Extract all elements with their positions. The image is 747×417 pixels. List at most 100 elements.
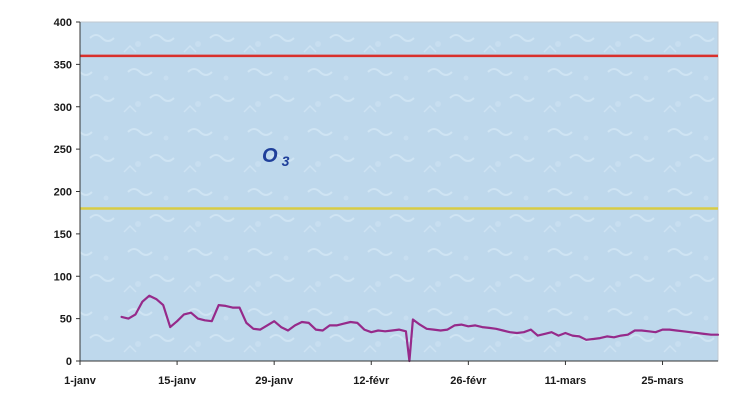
series-layer [120,294,720,363]
ozone-data-point [640,329,643,332]
ozone-data-point [335,324,338,327]
ozone-data-point [349,321,352,323]
ozone-data-point [252,328,255,330]
x-tick-label: 1-janv [64,375,97,387]
ozone-data-point [155,298,158,300]
x-tick-label: 26-févr [450,375,487,387]
x-tick-label: 25-mars [641,375,683,387]
ozone-data-point [120,316,123,318]
ozone-data-point [308,322,310,324]
ozone-data-point [425,328,428,330]
ozone-data-point [509,331,511,334]
ozone-data-point [689,331,692,334]
ozone-data-point [502,329,504,332]
ozone-data-point [224,305,227,307]
ozone-data-point [321,329,324,332]
ozone-data-point [259,328,262,331]
x-axis: 1-janv 15-janv 29-janv 12-févr 26-févr 11-mar… [64,361,684,387]
ozone-data-point [377,329,380,332]
ozone-data-point [162,304,164,306]
ozone-data-point [328,324,331,327]
y-tick-label: 100 [54,271,72,283]
ozone-data-point [176,320,178,323]
ozone-data-point [169,326,171,328]
y-tick-label: 350 [54,59,72,71]
ozone-data-point [536,334,539,337]
ozone-data-point [363,328,366,331]
ozone-data-point [488,327,491,329]
ozone-label-main: O [262,145,278,167]
ozone-label-sub: 3 [282,153,290,169]
ozone-data-point [634,329,636,332]
y-axis: 0 50 100 150 200 250 300 350 400 [54,17,80,368]
ozone-data-point [315,328,317,331]
ozone-data-point [585,339,587,341]
x-tick-label: 11-mars [545,375,587,387]
ozone-data-point [238,306,241,309]
ozone-data-point [467,325,470,328]
ozone-data-point [606,335,608,338]
ozone-data-point [627,333,629,336]
ozone-data-point [197,317,199,320]
ozone-data-point [571,334,574,337]
ozone-data-point [620,334,622,337]
ozone-data-point [134,313,137,316]
ozone-data-point [231,306,234,309]
ozone-data-point [446,328,449,331]
ozone-data-point [474,324,477,327]
ozone-data-point [217,304,220,306]
ozone-data-point [599,337,601,339]
y-tick-label: 0 [66,356,72,368]
ozone-data-point [190,311,192,314]
ozone-data-point [183,313,185,316]
ozone-data-point [654,331,657,334]
ozone-data-point [127,317,130,320]
ozone-data-point [342,322,345,325]
ozone-data-point [370,331,373,334]
ozone-data-point [141,300,144,303]
ozone-data-point [148,294,151,297]
y-tick-label: 400 [54,17,72,29]
ozone-data-point [391,329,393,332]
ozone-data-point [592,338,594,340]
ozone-data-point [578,335,581,338]
ozone-data-point [301,321,303,323]
ozone-data-point [419,323,421,326]
ozone-data-point [273,320,276,323]
ozone-data-point [550,331,553,334]
ozone-data-point [294,324,296,327]
ozone-data-point [710,333,712,336]
ozone-data-point [682,330,685,333]
reference-lines [80,54,718,210]
ozone-series-line [120,294,720,363]
ozone-data-point [675,329,678,332]
y-tick-label: 250 [54,144,72,156]
ozone-data-point [432,328,435,331]
ozone-data-point [405,330,407,333]
y-tick-label: 300 [54,102,72,114]
x-tick-label: 12-févr [353,375,390,387]
ozone-data-point [412,318,414,321]
ozone-data-point [661,328,664,331]
x-tick-label: 29-janv [255,375,294,387]
ozone-data-point [398,328,400,331]
ozone-data-point [516,332,518,334]
ozone-data-point [543,333,546,335]
ozone-data-point [384,330,386,333]
y-tick-label: 200 [54,187,72,199]
ozone-data-point [280,326,282,328]
ozone-data-point [523,331,525,334]
y-tick-label: 50 [60,314,72,326]
ozone-data-point [703,333,705,335]
ozone-data-point [717,333,719,336]
ozone-data-point [453,324,456,327]
ozone-data-point [647,330,650,333]
plot-area [79,21,719,362]
x-tick-label: 15-janv [158,375,197,387]
ozone-data-point [696,332,698,334]
ozone-data-point [287,329,289,332]
ozone-data-point [564,332,567,334]
